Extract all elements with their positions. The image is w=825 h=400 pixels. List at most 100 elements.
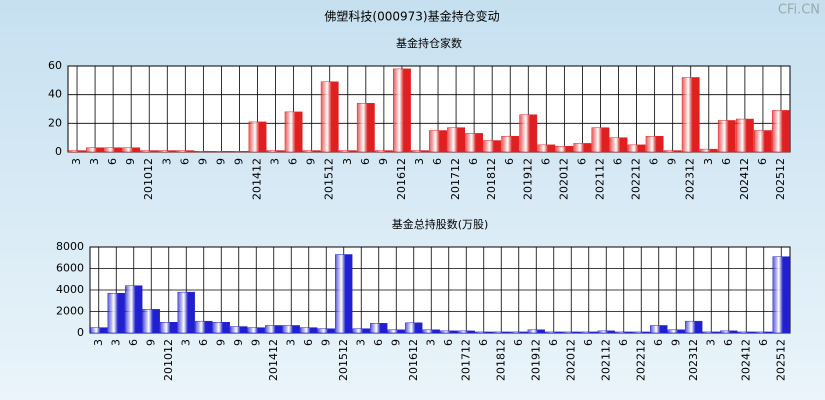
x-tick-label: 9 (124, 158, 137, 165)
bar (483, 140, 502, 153)
x-tick-label: 201012 (142, 158, 155, 200)
x-tick-label: 201912 (521, 158, 534, 200)
bar (320, 81, 339, 153)
x-tick-label: 201612 (395, 158, 408, 200)
y-tick-label: 0 (77, 326, 84, 339)
x-tick-label: 6 (287, 158, 300, 165)
bar (527, 329, 545, 334)
x-tick-label: 6 (503, 158, 516, 165)
x-tick-label: 9 (669, 339, 682, 346)
bar (627, 144, 646, 153)
bar (160, 322, 178, 334)
x-tick-label: 6 (359, 158, 372, 165)
bar (300, 327, 318, 334)
bar (615, 331, 633, 334)
bar (667, 329, 685, 334)
bar (282, 325, 300, 334)
bar (720, 330, 738, 334)
x-tick-label: 201712 (449, 158, 462, 200)
x-tick-label: 201912 (529, 339, 542, 381)
x-tick-label: 202512 (774, 158, 787, 200)
x-tick-label: 202312 (687, 339, 700, 381)
bar (265, 325, 283, 334)
x-tick-label: 9 (305, 158, 318, 165)
bar (177, 291, 195, 334)
x-tick-label: 9 (214, 339, 227, 346)
bar (212, 151, 231, 153)
x-tick-label: 202012 (564, 339, 577, 381)
page-title: 佛塑科技(000973)基金持仓变动 (324, 9, 499, 24)
bar (699, 148, 718, 153)
x-tick-label: 3 (109, 339, 122, 346)
x-tick-label: 201712 (459, 339, 472, 381)
bar (573, 143, 592, 153)
bar (370, 323, 388, 334)
bar (230, 326, 248, 334)
bar (685, 320, 703, 334)
chart-title: 基金持仓家数 (396, 36, 462, 50)
y-tick-label: 40 (48, 88, 62, 101)
x-tick-label: 201412 (267, 339, 280, 381)
x-tick-label: 3 (704, 339, 717, 346)
x-tick-label: 6 (431, 158, 444, 165)
bar (411, 150, 429, 153)
x-tick-label: 6 (512, 339, 525, 346)
bar (125, 285, 143, 334)
bar (772, 110, 790, 153)
x-tick-label: 6 (652, 339, 665, 346)
x-tick-label: 6 (106, 158, 119, 165)
bar (702, 331, 720, 334)
bar (609, 137, 628, 153)
bar (212, 322, 230, 334)
x-tick-label: 6 (127, 339, 140, 346)
x-tick-label: 3 (88, 158, 101, 165)
x-tick-label: 3 (70, 158, 83, 165)
bar (335, 254, 353, 334)
bar (510, 331, 528, 334)
x-tick-label: 9 (319, 339, 332, 346)
bar (545, 331, 563, 334)
bar (650, 325, 668, 334)
x-tick-label: 3 (179, 339, 192, 346)
x-tick-label: 202412 (739, 339, 752, 381)
bar (562, 331, 580, 334)
x-tick-label: 201412 (251, 158, 264, 200)
x-tick-label: 201612 (407, 339, 420, 381)
bar (356, 103, 375, 153)
bar (68, 150, 86, 153)
x-tick-label: 6 (547, 339, 560, 346)
bar (772, 256, 790, 334)
bar (352, 328, 370, 334)
bar (230, 151, 249, 153)
x-tick-label: 202512 (774, 339, 787, 381)
bar (681, 77, 700, 153)
bar (465, 133, 484, 153)
x-tick-label: 6 (372, 339, 385, 346)
bar (104, 147, 123, 153)
x-tick-label: 3 (269, 158, 282, 165)
watermark: CFi.CN (778, 3, 820, 18)
x-tick-label: 6 (648, 158, 661, 165)
bar (302, 150, 321, 153)
bar (663, 150, 682, 153)
x-tick-label: 9 (389, 339, 402, 346)
bar (519, 114, 538, 153)
bar (107, 292, 125, 334)
bar (537, 144, 556, 153)
bar (142, 309, 160, 334)
x-tick-label: 6 (467, 158, 480, 165)
bar (374, 150, 393, 153)
y-tick-label: 60 (48, 59, 62, 72)
x-tick-label: 9 (666, 158, 679, 165)
x-tick-label: 202212 (634, 339, 647, 381)
chart-title: 基金总持股数(万股) (392, 217, 489, 231)
bar (284, 111, 303, 153)
y-tick-label: 0 (55, 145, 62, 158)
x-tick-label: 9 (232, 339, 245, 346)
x-tick-label: 9 (377, 158, 390, 165)
y-tick-label: 8000 (56, 240, 84, 253)
x-tick-label: 202112 (593, 158, 606, 200)
x-tick-label: 6 (757, 339, 770, 346)
bar (755, 331, 773, 334)
x-tick-label: 202212 (630, 158, 643, 200)
